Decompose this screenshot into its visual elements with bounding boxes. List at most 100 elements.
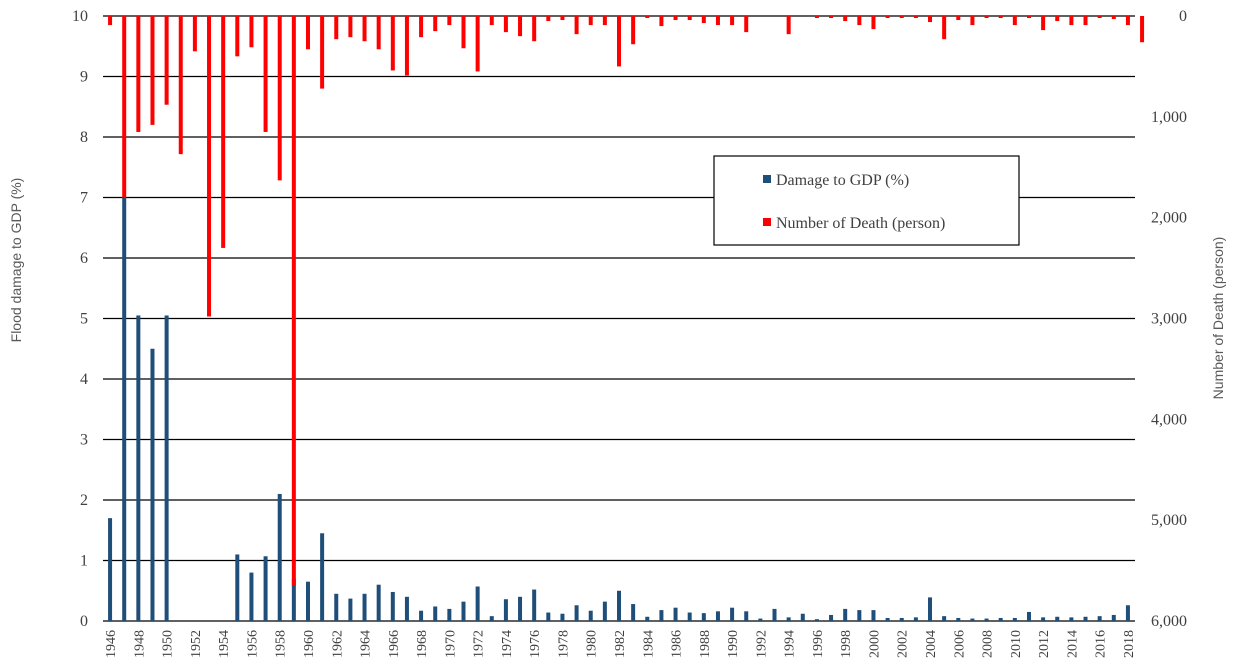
x-tick-label: 1986 [670,630,685,658]
death-bar [305,16,310,50]
gdp-bar [913,617,918,621]
death-bar [192,16,197,52]
death-bar [899,16,904,19]
gdp-bar [532,589,537,621]
x-tick-label: 2018 [1122,630,1137,658]
death-bar [730,16,735,26]
death-bar [207,16,212,317]
left-tick-label: 4 [80,371,88,388]
x-tick-label: 1954 [217,630,232,658]
x-tick-label: 1988 [698,630,713,658]
legend: Damage to GDP (%) Number of Death (perso… [713,155,1020,246]
death-bar [701,16,706,24]
gdp-bar [885,617,890,621]
gdp-bar [277,493,282,621]
gdp-bar [291,578,296,621]
gdp-bars [108,197,1130,621]
gdp-bar [602,601,607,621]
gdp-bar [899,617,904,621]
death-bar [786,16,791,35]
gdp-bar [348,598,353,621]
x-tick-label: 1984 [641,630,656,658]
left-tick-label: 3 [80,432,88,449]
death-bar [1097,16,1102,19]
gdp-bar [871,610,876,621]
gdp-bar [956,617,961,621]
death-bar [843,16,848,22]
right-tick-label: 0 [1179,8,1187,25]
death-bar [814,16,819,19]
gdp-bar [744,611,749,621]
x-tick-label: 1956 [245,630,260,658]
death-bar [164,16,169,105]
death-bar [235,16,240,57]
death-bar [659,16,664,27]
gdp-bar [136,315,141,621]
left-tick-label: 10 [72,8,88,25]
gdp-bar [857,610,862,621]
legend-swatch-gdp [763,175,771,183]
death-bar [1026,16,1031,19]
x-tick-label: 1998 [839,630,854,658]
right-tick-label: 4,000 [1151,411,1187,428]
death-bar [687,16,692,21]
death-bar [970,16,975,26]
gdp-bar [433,606,438,621]
gdp-bar [1041,617,1046,621]
right-axis-title: Number of Death (person) [1210,237,1226,400]
death-bar [617,16,621,67]
gdp-bar [447,608,452,621]
gdp-bar [715,611,720,621]
gdp-bar [617,590,621,621]
death-bar [928,16,933,23]
death-bar [857,16,862,26]
x-tick-label: 2008 [981,630,996,658]
gdp-bar [305,581,310,621]
death-bar [645,16,650,19]
gdp-bar [928,597,933,621]
left-tick-label: 1 [80,553,88,570]
death-bar [546,16,551,22]
left-axis-title: Flood damage to GDP (%) [8,178,24,343]
death-bar [122,16,127,198]
gdp-bar [659,610,664,621]
gdp-bar [546,612,551,621]
gdp-bar [404,596,409,621]
death-bar [447,16,452,26]
gdp-bar [235,554,240,621]
death-bar [560,16,565,21]
death-bar [1069,16,1074,26]
death-bar [673,16,678,21]
x-tick-label: 1972 [472,630,487,658]
death-bar [503,16,508,33]
left-tick-label: 8 [80,129,88,146]
gdp-bar [150,348,155,621]
gdp-bar [122,197,127,621]
gdp-bar [263,556,268,621]
death-bar [984,16,989,19]
gdp-bar [673,607,678,621]
death-bar [489,16,494,26]
gdp-bar [843,608,848,621]
gdp-bar [574,605,579,621]
gdp-bar [334,593,339,621]
death-bar [631,16,636,45]
death-bar [942,16,947,40]
legend-label-gdp: Damage to GDP (%) [776,172,909,189]
gdp-bar [249,572,254,621]
death-bar [433,16,438,32]
x-tick-label: 1960 [302,630,317,658]
gdp-bar [701,613,706,621]
legend-swatch-death [763,218,771,226]
gdp-bar [645,616,650,621]
gdp-bar [800,613,805,621]
right-tick-label: 3,000 [1151,311,1187,328]
death-bar [348,16,353,38]
gdp-bar [419,610,424,621]
death-bar [885,16,890,19]
x-tick-label: 1946 [104,630,119,658]
death-bar [518,16,523,37]
death-bar [715,16,720,26]
x-tick-label: 1950 [161,630,176,658]
